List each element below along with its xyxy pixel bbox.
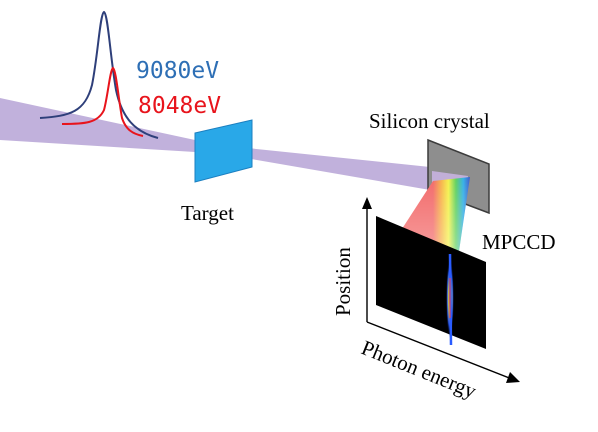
detector-label: MPCCD — [482, 230, 556, 254]
target-plate — [194, 119, 253, 183]
position-axis-arrowhead — [362, 197, 372, 209]
incident-beam — [0, 98, 195, 152]
energy-axis — [366, 321, 513, 380]
position-axis-label: Position — [331, 247, 355, 316]
spectrum-curve-9080ev — [39, 10, 159, 139]
peak-label-9080ev: 9080eV — [136, 58, 219, 84]
target-label: Target — [181, 201, 234, 225]
spectrum-curve-8048ev — [61, 66, 144, 137]
energy-axis-arrowhead — [506, 372, 520, 383]
transmitted-beam — [228, 146, 430, 190]
peak-label-8048ev: 8048eV — [138, 93, 221, 119]
energy-axis-label: Photon energy — [358, 335, 480, 403]
crystal-label: Silicon crystal — [369, 109, 490, 133]
mpccd-detector — [376, 216, 486, 349]
